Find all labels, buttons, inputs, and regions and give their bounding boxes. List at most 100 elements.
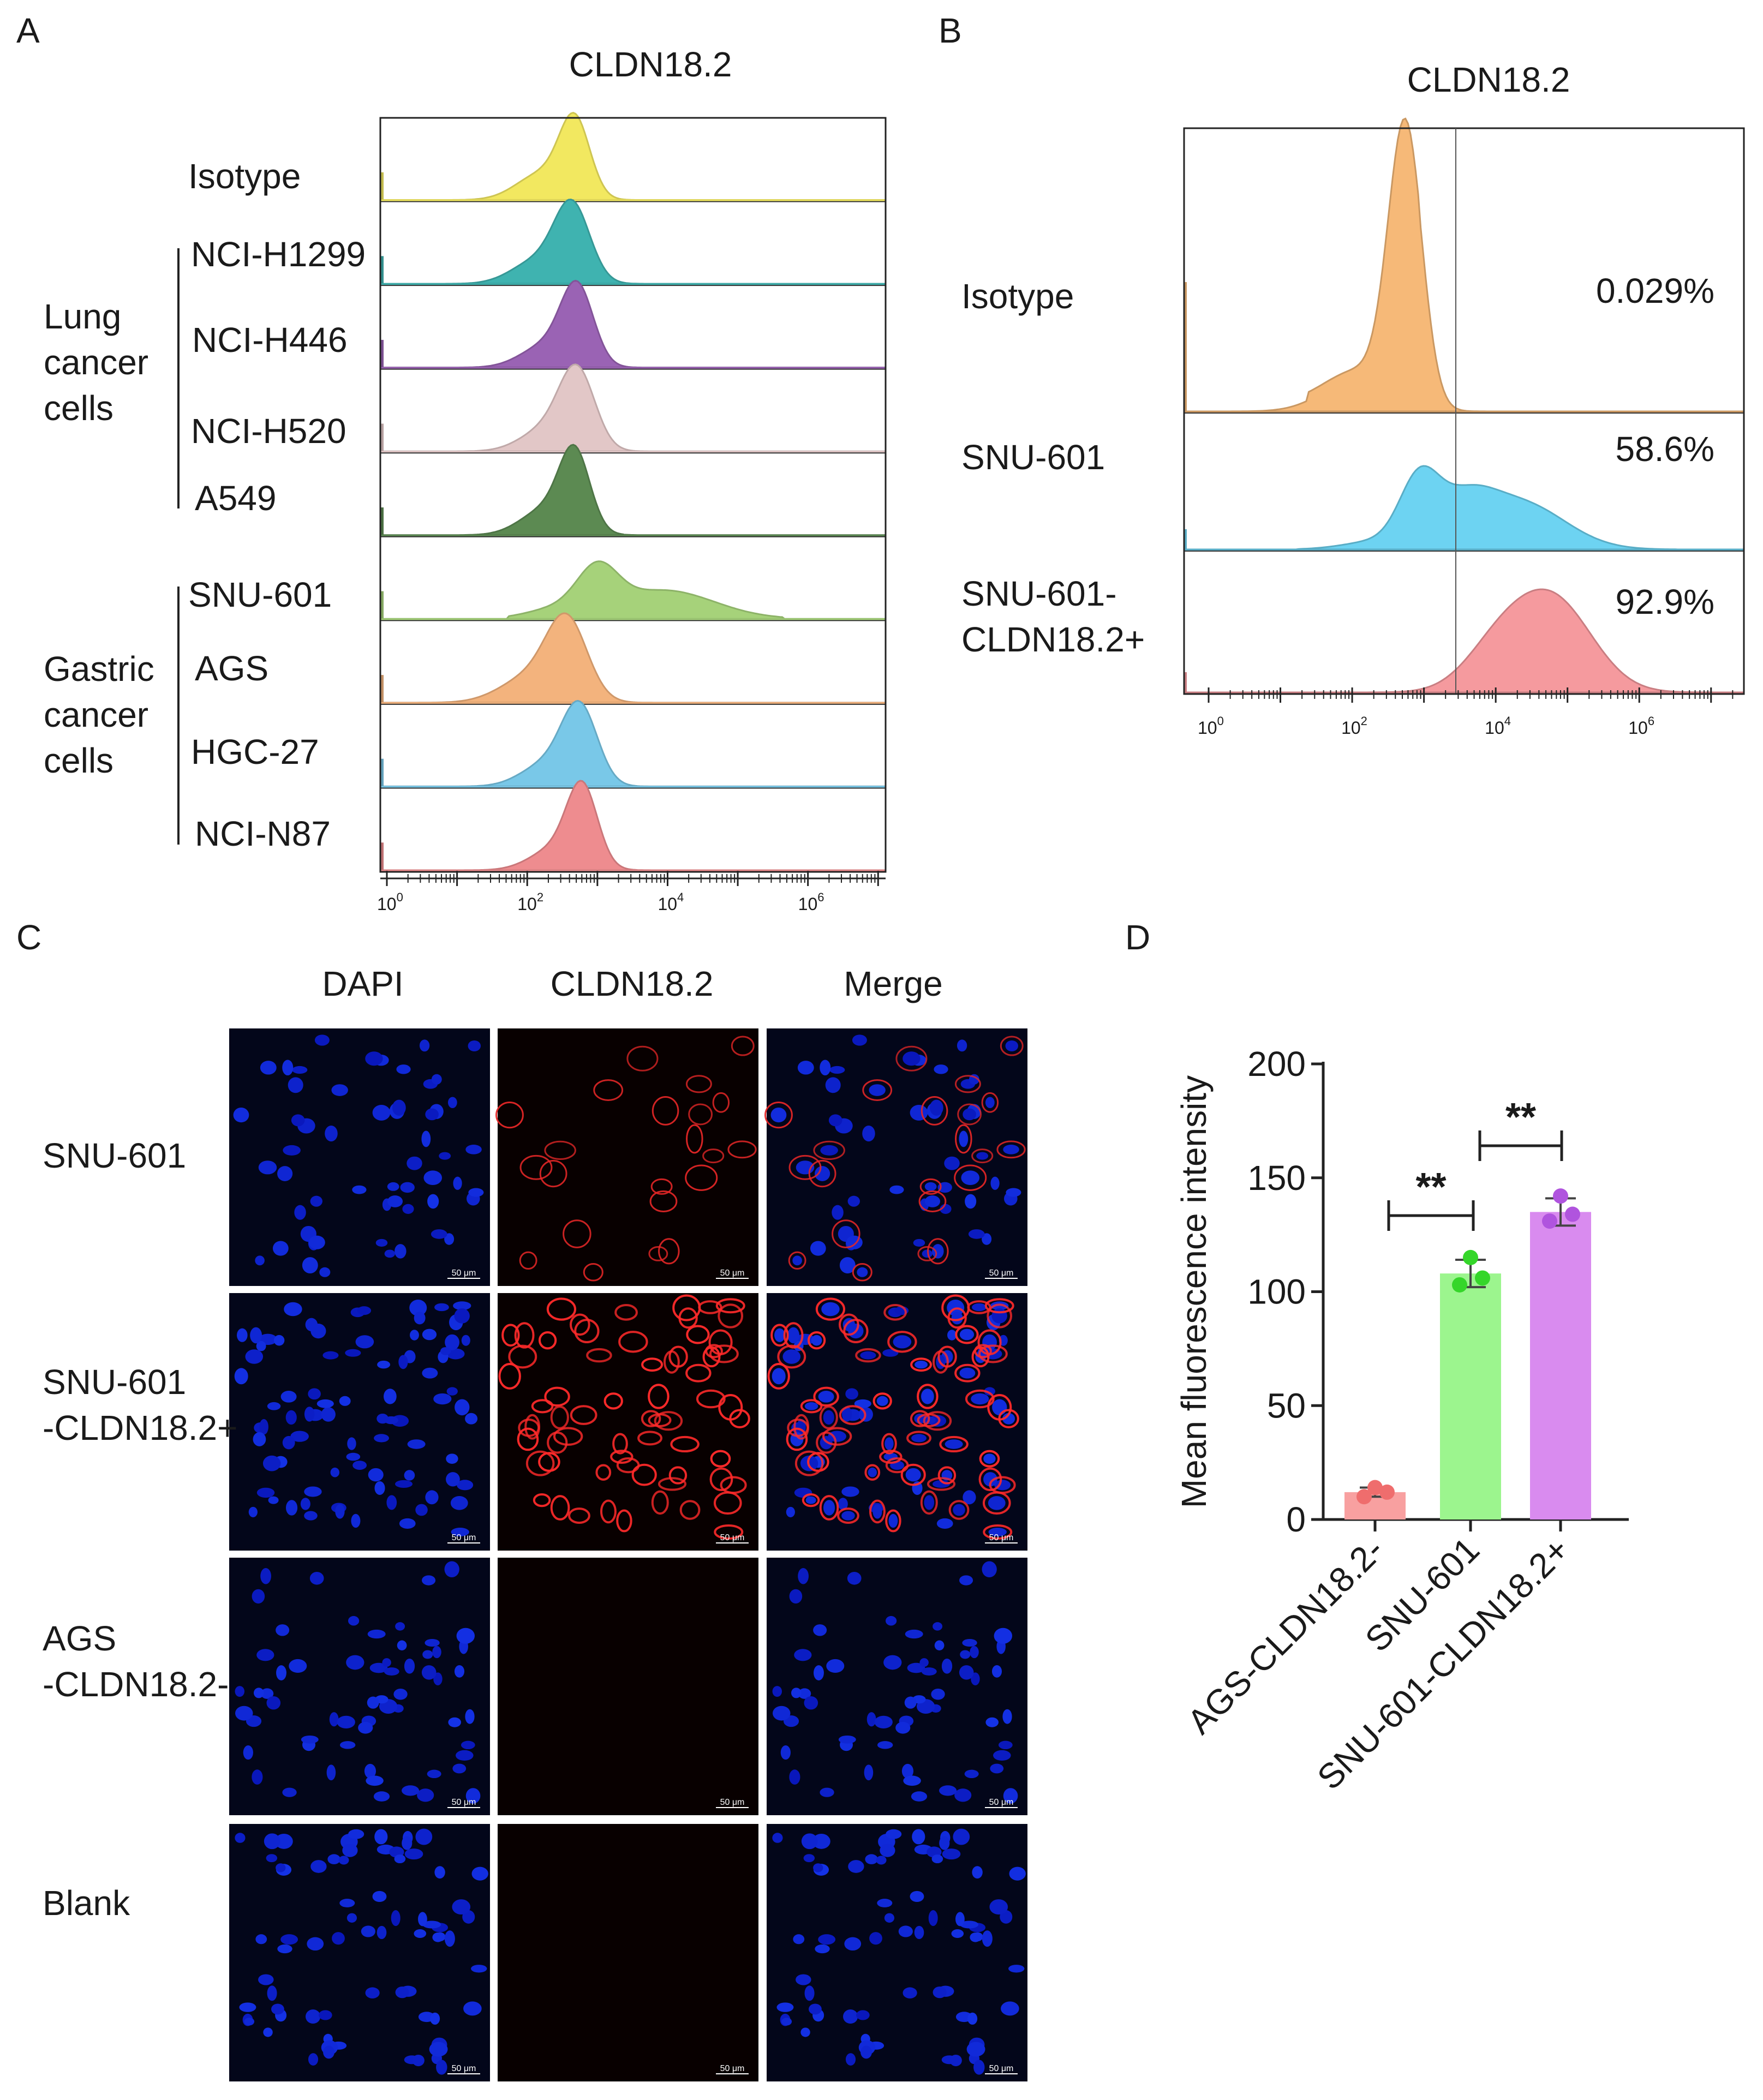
nucleus-blob — [1001, 2001, 1019, 2016]
panel-b-percent-label: 58.6% — [1616, 429, 1714, 469]
membrane-ring — [777, 1344, 806, 1369]
nucleus-blob — [857, 1267, 868, 1277]
nucleus-blob — [373, 1791, 390, 1802]
nucleus-blob — [377, 1360, 391, 1369]
nucleus-blob — [367, 1696, 379, 1709]
nucleus-blob — [789, 1769, 800, 1785]
membrane-ring — [919, 1178, 942, 1195]
micrograph-merge: 50 μm — [767, 1824, 1027, 2081]
membrane-ring — [788, 1154, 822, 1180]
panel-c-header-dapi: DAPI — [322, 964, 403, 1003]
membrane-ring — [802, 1493, 820, 1507]
panel-b-track-label-line: SNU-601 — [961, 438, 1105, 477]
nucleus-blob — [772, 1686, 782, 1697]
nucleus-blob — [989, 1899, 1008, 1915]
membrane-ring — [626, 1045, 659, 1072]
nucleus-blob — [770, 1108, 787, 1123]
panel-a-tick-label: 104 — [658, 890, 684, 914]
nucleus-blob — [905, 1629, 923, 1639]
nucleus-blob — [804, 1402, 818, 1410]
scale-bar: 50 μm — [447, 1533, 480, 1543]
panel-d-significance-label: ** — [1505, 1096, 1536, 1139]
panel-d-y-tick-label: 150 — [1247, 1158, 1306, 1198]
panel-b-histogram — [1184, 117, 1744, 412]
panel-b-track-label: SNU-601- CLDN18.2+ — [961, 574, 1145, 659]
panel-b-tick-base: 10 — [1485, 718, 1504, 738]
membrane-ring — [900, 1463, 926, 1486]
membrane-ring — [686, 1124, 703, 1154]
nucleus-blob — [886, 1829, 902, 1839]
nucleus-blob — [959, 1575, 973, 1586]
nucleus-blob — [374, 1829, 388, 1845]
nucleus-blob — [869, 1932, 882, 1945]
scale-bar-label: 50 μm — [989, 1533, 1014, 1542]
nucleus-blob — [376, 1413, 389, 1424]
membrane-ring — [819, 1495, 839, 1521]
membrane-ring — [917, 1246, 937, 1261]
panel-c-row-label: AGS -CLDN18.2- — [43, 1619, 229, 1704]
micrograph-background — [498, 1824, 758, 2081]
nucleus-blob — [797, 1061, 814, 1075]
panel-b: B CLDN18.2 Isotype 0.029% SNU-601 58.6% SNU-… — [939, 11, 1745, 738]
nucleus-blob — [268, 1496, 279, 1504]
nucleus-blob — [365, 1051, 383, 1066]
nucleus-blob — [448, 1717, 461, 1727]
nucleus-blob — [367, 1629, 386, 1639]
nucleus-blob — [826, 1659, 845, 1673]
membrane-ring — [954, 1164, 987, 1191]
membrane-ring — [658, 1477, 687, 1491]
micrograph-merge: 50 μm — [767, 1293, 1027, 1551]
membrane-ring — [983, 1524, 1013, 1540]
nucleus-blob — [893, 1335, 912, 1349]
nucleus-blob — [998, 1740, 1013, 1750]
nucleus-blob — [252, 1769, 263, 1785]
nucleus-blob — [847, 1571, 862, 1585]
membrane-ring — [864, 1464, 881, 1481]
nucleus-blob — [325, 1126, 338, 1142]
panel-letter-d: D — [1125, 918, 1150, 957]
nucleus-blob — [994, 1628, 1013, 1644]
membrane-ring — [570, 1405, 597, 1425]
nucleus-blob — [988, 1495, 1006, 1510]
nucleus-blob — [384, 1249, 396, 1258]
nucleus-blob — [884, 1913, 895, 1923]
nucleus-blob — [841, 1511, 855, 1521]
membrane-ring — [705, 1344, 723, 1359]
membrane-ring — [670, 1435, 700, 1453]
nucleus-blob — [387, 1182, 399, 1191]
nucleus-blob — [944, 1156, 960, 1170]
micrograph-background — [229, 1824, 490, 2081]
nucleus-blob — [820, 1060, 831, 1076]
nucleus-blob — [332, 1932, 345, 1945]
nucleus-blob — [274, 1833, 293, 1849]
nucleus-blob — [396, 1064, 411, 1074]
nucleus-blob — [791, 1688, 802, 1698]
scale-bar: 50 μm — [985, 1798, 1018, 1808]
nucleus-blob — [963, 1108, 976, 1121]
nucleus-blob — [346, 1655, 364, 1670]
nucleus-blob — [794, 1487, 812, 1498]
membrane-ring — [563, 1219, 591, 1248]
panel-c: C DAPI CLDN18.2 Merge 50 μm 50 μm 50 μm50 … — [16, 918, 1027, 2081]
nucleus-blob — [245, 1349, 264, 1364]
nucleus-blob — [440, 1347, 451, 1355]
panel-a-edge-spike — [380, 339, 384, 368]
membrane-ring — [793, 1414, 810, 1440]
scale-bar-label: 50 μm — [452, 2064, 476, 2073]
nucleus-blob — [259, 1419, 268, 1435]
nucleus-blob — [815, 1166, 830, 1181]
panel-b-tick-exp: 6 — [1648, 714, 1654, 728]
nucleus-blob — [427, 1194, 439, 1209]
nucleus-blob — [422, 1575, 436, 1586]
nucleus-blob — [959, 1130, 969, 1147]
membrane-ring — [616, 1509, 632, 1533]
membrane-ring — [712, 1092, 730, 1113]
membrane-ring — [885, 1509, 901, 1533]
panel-d-data-point — [1452, 1277, 1467, 1293]
nucleus-blob — [813, 1863, 823, 1872]
nucleus-blob — [934, 1640, 945, 1650]
nucleus-blob — [329, 1712, 339, 1727]
membrane-ring — [519, 1154, 553, 1180]
micrograph-background — [229, 1293, 490, 1551]
membrane-ring — [979, 1450, 1000, 1468]
